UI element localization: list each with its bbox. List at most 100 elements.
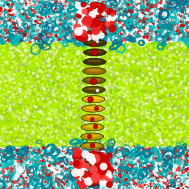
Point (45, 28, 48, 31)
Point (152, 159, 155, 162)
Point (118, 36, 121, 39)
Point (8, 2, 11, 5)
Point (7, 144, 10, 147)
Point (54, 184, 57, 187)
Point (138, 112, 141, 115)
Point (5, 26, 9, 29)
Point (67, 39, 70, 42)
Point (77, 9, 80, 12)
Point (96, 182, 99, 185)
Point (157, 3, 160, 6)
Point (88, 135, 91, 138)
Point (164, 31, 167, 34)
Point (182, 37, 185, 40)
Point (160, 18, 163, 21)
Point (159, 107, 162, 110)
Point (165, 177, 168, 180)
Point (137, 172, 140, 175)
Point (141, 81, 144, 84)
Point (136, 27, 139, 30)
Point (105, 144, 108, 147)
Point (82, 140, 85, 143)
Point (38, 5, 41, 8)
Point (51, 98, 54, 101)
Point (182, 24, 185, 27)
Point (121, 18, 124, 21)
Point (79, 32, 82, 35)
Point (82, 166, 85, 169)
Point (134, 15, 137, 18)
Point (185, 109, 188, 112)
Point (86, 63, 89, 66)
Point (70, 145, 73, 148)
Point (95, 142, 98, 145)
Point (99, 46, 102, 50)
Point (122, 187, 125, 189)
Point (66, 34, 69, 37)
Point (145, 21, 148, 24)
Point (46, 177, 49, 180)
Point (88, 42, 91, 45)
Point (90, 10, 93, 13)
Point (171, 79, 174, 82)
Point (142, 28, 145, 31)
Point (132, 53, 136, 56)
Point (92, 3, 95, 6)
Point (184, 42, 187, 45)
Point (59, 84, 62, 87)
Point (179, 156, 182, 160)
Point (77, 180, 81, 183)
Point (122, 52, 125, 55)
Point (116, 49, 119, 52)
Point (144, 147, 147, 150)
Point (141, 163, 144, 166)
Point (131, 87, 134, 90)
Point (26, 63, 29, 66)
Point (173, 28, 176, 31)
Point (97, 38, 100, 41)
Point (183, 76, 186, 79)
Point (87, 11, 90, 14)
Point (87, 157, 90, 160)
Point (50, 60, 53, 63)
Point (123, 161, 126, 164)
Point (0, 7, 3, 10)
Point (24, 178, 27, 181)
Point (147, 57, 150, 60)
Point (95, 49, 98, 52)
Point (158, 87, 161, 90)
Point (58, 64, 61, 67)
Point (117, 100, 120, 103)
Point (158, 18, 161, 21)
Point (176, 43, 179, 46)
Point (122, 147, 125, 150)
Point (72, 64, 75, 67)
Point (37, 88, 40, 91)
Point (57, 127, 60, 130)
Point (105, 21, 108, 24)
Point (121, 35, 124, 38)
Point (142, 181, 145, 184)
Point (40, 187, 43, 189)
Point (146, 151, 149, 154)
Point (145, 65, 148, 68)
Point (156, 69, 159, 72)
Point (2, 32, 5, 35)
Point (131, 160, 134, 163)
Point (129, 21, 132, 24)
Point (57, 165, 60, 168)
Point (95, 95, 98, 98)
Point (15, 48, 18, 51)
Point (107, 180, 110, 183)
Point (112, 13, 115, 16)
Point (45, 54, 48, 57)
Point (133, 13, 136, 16)
Point (8, 154, 11, 157)
Point (183, 161, 186, 164)
Point (41, 166, 44, 169)
Point (80, 177, 83, 180)
Point (166, 112, 169, 115)
Point (182, 21, 185, 24)
Point (139, 67, 142, 70)
Point (121, 177, 124, 180)
